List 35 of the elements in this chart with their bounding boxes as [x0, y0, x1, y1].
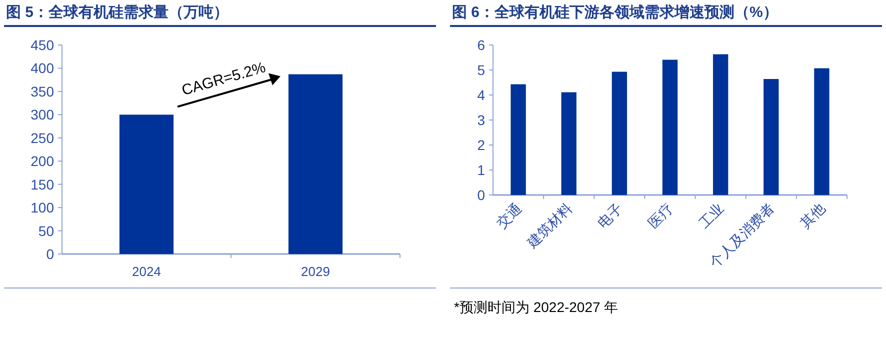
- text: *预测时间为 2022-2027 年: [454, 299, 618, 315]
- y-tick-label: 150: [30, 176, 54, 192]
- y-tick-label: 4: [477, 87, 486, 103]
- y-tick-label: 6: [477, 37, 486, 53]
- x-tick-label: 交通: [493, 200, 524, 231]
- bar: [764, 79, 779, 195]
- y-tick-label: 250: [30, 130, 54, 146]
- x-tick-label: 工业: [696, 200, 727, 231]
- y-tick-label: 200: [30, 153, 54, 170]
- chart-title: 图 5：全球有机硅需求量（万吨）: [6, 4, 229, 21]
- bar: [561, 92, 576, 195]
- y-tick-label: 450: [30, 37, 54, 53]
- x-tick-label: 建筑材料: [523, 200, 575, 252]
- y-tick-label: 1: [477, 162, 486, 178]
- y-tick-label: 300: [30, 106, 54, 123]
- bar: [510, 84, 526, 195]
- bar: [662, 60, 678, 195]
- x-tick-label: 2024: [132, 264, 161, 279]
- chart-title: 图 6：全球有机硅下游各领域需求增速预测（%）: [452, 4, 778, 21]
- y-tick-label: 3: [477, 112, 486, 128]
- y-tick-label: 400: [30, 60, 54, 76]
- bar: [712, 54, 728, 195]
- x-tick-label: 2029: [301, 264, 330, 279]
- y-tick-label: 350: [30, 83, 54, 100]
- bar: [814, 68, 830, 195]
- x-tick-label: 其他: [796, 200, 828, 231]
- x-tick-label: 电子: [594, 200, 626, 231]
- y-tick-label: 0: [46, 246, 54, 262]
- y-tick-label: 5: [477, 62, 486, 78]
- y-tick-label: 2: [477, 137, 486, 153]
- x-tick-label: 医疗: [645, 200, 676, 231]
- y-tick-label: 100: [30, 200, 54, 216]
- y-tick-label: 50: [38, 222, 54, 239]
- y-tick-label: 0: [477, 187, 486, 203]
- bar: [612, 72, 628, 195]
